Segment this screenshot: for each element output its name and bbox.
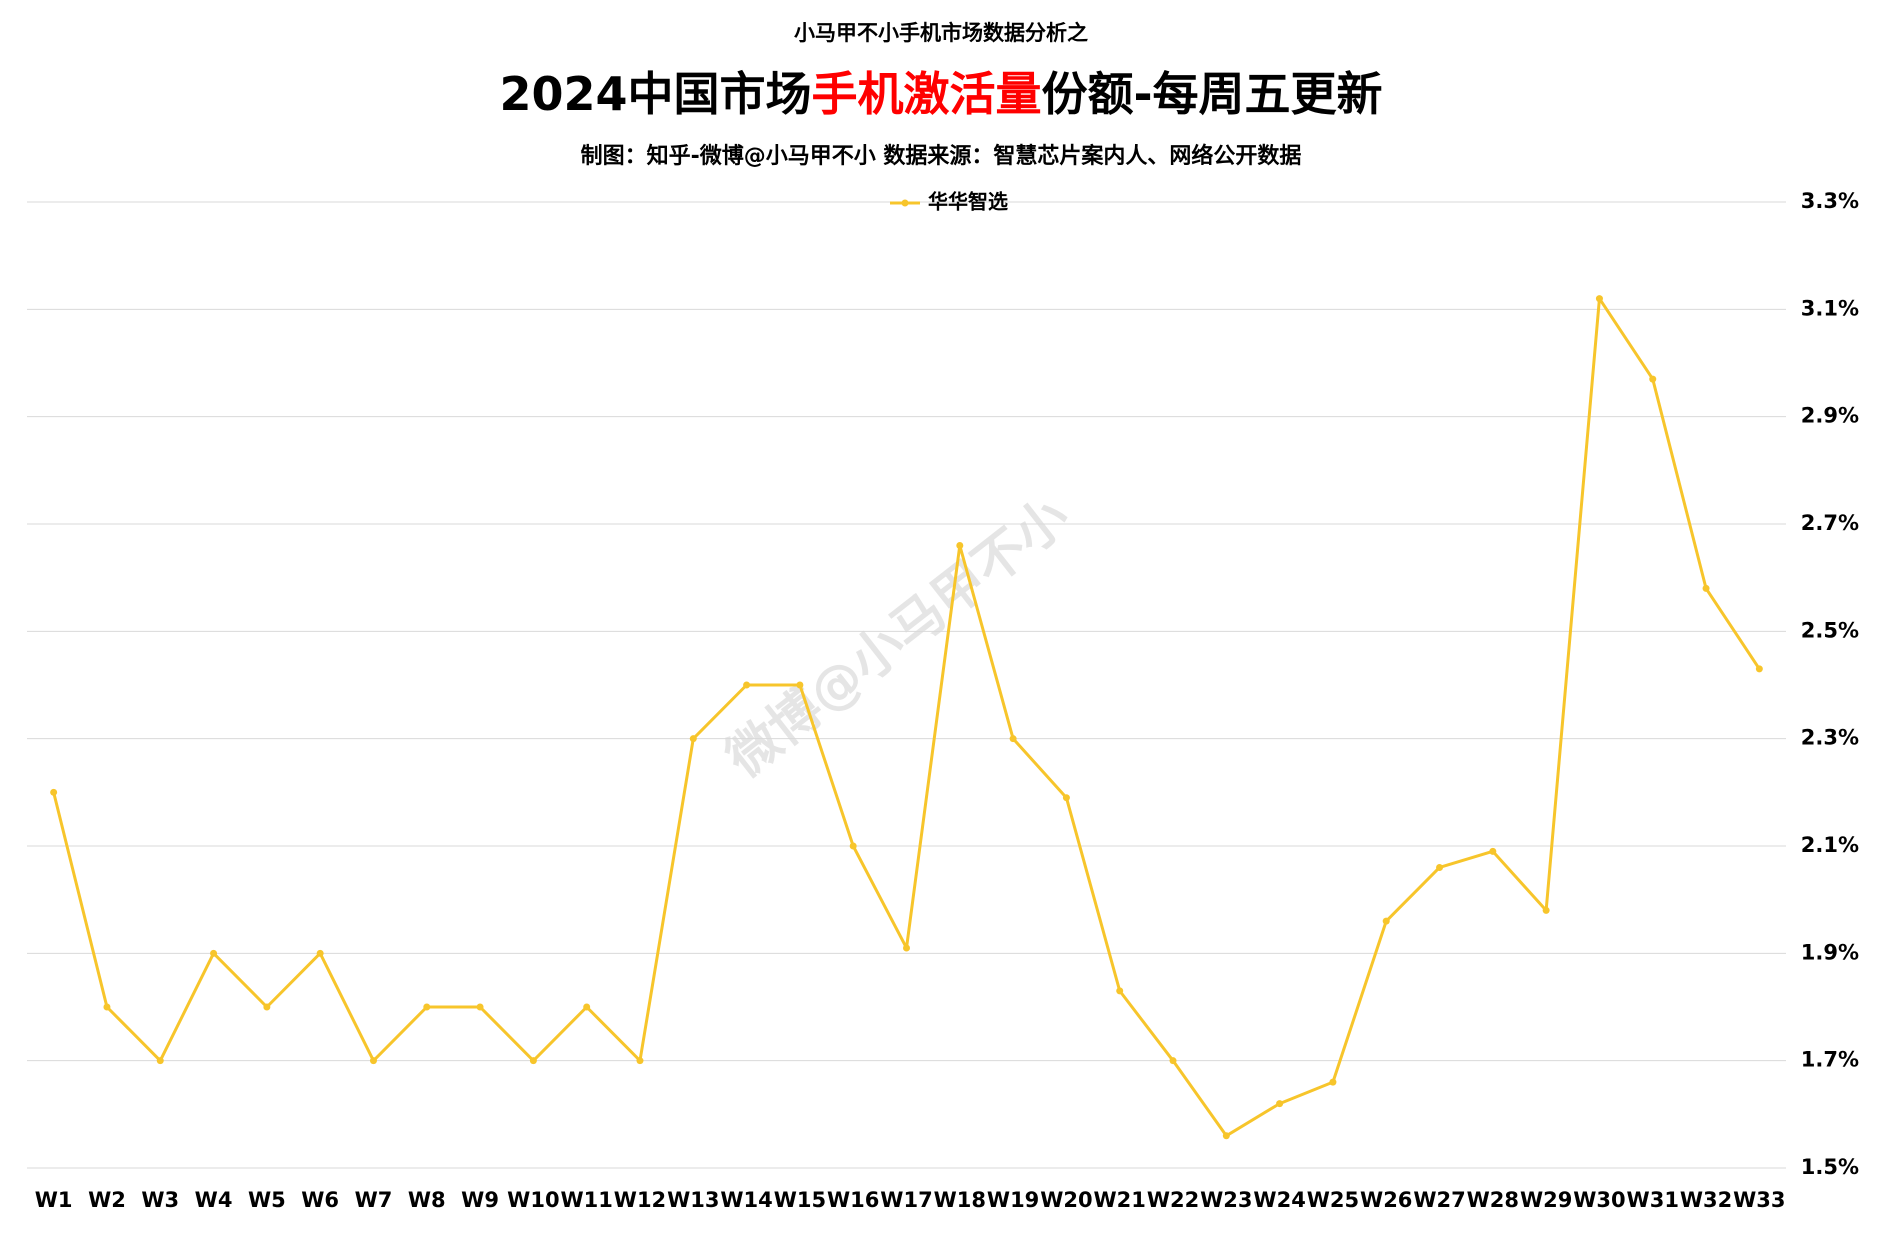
data-point [1542, 906, 1550, 914]
data-point [689, 735, 697, 743]
x-tick-label: W19 [987, 1188, 1039, 1212]
y-tick-label: 3.3% [1801, 189, 1859, 213]
title-part: 2024中国市场 [499, 67, 811, 121]
data-point [636, 1057, 644, 1065]
x-tick-label: W5 [248, 1188, 286, 1212]
y-tick-label: 1.5% [1801, 1155, 1859, 1179]
data-point [1116, 987, 1124, 995]
data-point [1062, 794, 1070, 802]
y-tick-label: 1.7% [1801, 1048, 1859, 1072]
data-point [903, 944, 910, 952]
data-point [1436, 863, 1444, 871]
pretitle: 小马甲不小手机市场数据分析之 [794, 21, 1088, 45]
x-tick-label: W23 [1200, 1188, 1252, 1212]
data-point [743, 681, 751, 689]
data-point [956, 541, 964, 549]
legend-label: 华华智选 [928, 190, 1008, 214]
x-tick-label: W32 [1680, 1188, 1732, 1212]
x-tick-label: W17 [880, 1188, 932, 1212]
x-tick-label: W8 [408, 1188, 446, 1212]
x-tick-label: W7 [355, 1188, 393, 1212]
x-tick-label: W33 [1733, 1188, 1785, 1212]
chart-title: 2024中国市场手机激活量份额-每周五更新 [499, 67, 1382, 121]
data-point [583, 1003, 591, 1011]
data-point [1489, 847, 1497, 855]
x-tick-label: W16 [827, 1188, 879, 1212]
data-point [1702, 584, 1710, 592]
data-point [1169, 1057, 1177, 1065]
x-tick-label: W25 [1307, 1188, 1359, 1212]
data-point [1755, 665, 1763, 673]
x-tick-label: W15 [774, 1188, 826, 1212]
y-tick-label: 3.1% [1801, 296, 1859, 320]
x-tick-label: W13 [667, 1188, 719, 1212]
x-tick-label: W12 [614, 1188, 666, 1212]
data-point [1009, 735, 1017, 743]
x-tick-label: W14 [720, 1188, 772, 1212]
data-point [796, 681, 804, 689]
x-tick-label: W18 [934, 1188, 986, 1212]
x-tick-label: W10 [507, 1188, 559, 1212]
data-point [476, 1003, 484, 1011]
data-point [1329, 1078, 1337, 1086]
data-point [423, 1003, 431, 1011]
x-tick-label: W30 [1573, 1188, 1625, 1212]
x-tick-label: W1 [35, 1188, 73, 1212]
title-part: 手机激活量 [811, 67, 1041, 121]
x-tick-label: W29 [1520, 1188, 1572, 1212]
x-tick-label: W3 [141, 1188, 179, 1212]
x-tick-label: W31 [1627, 1188, 1679, 1212]
x-tick-label: W27 [1413, 1188, 1465, 1212]
data-point [529, 1057, 537, 1065]
y-tick-label: 2.1% [1801, 833, 1859, 857]
data-point [210, 949, 218, 957]
data-point [156, 1057, 164, 1065]
x-tick-label: W2 [88, 1188, 126, 1212]
data-point [1382, 917, 1390, 925]
data-point [50, 788, 58, 796]
x-tick-label: W4 [195, 1188, 233, 1212]
y-tick-label: 1.9% [1801, 940, 1859, 964]
subtitle: 制图：知乎-微博@小马甲不小 数据来源：智慧芯片案内人、网络公开数据 [581, 143, 1302, 169]
x-tick-label: W11 [560, 1188, 612, 1212]
series-line [52, 297, 1761, 1138]
x-tick-label: W21 [1094, 1188, 1146, 1212]
x-tick-label: W9 [461, 1188, 499, 1212]
data-point [1649, 375, 1657, 383]
y-tick-label: 2.3% [1801, 726, 1859, 750]
x-tick-label: W22 [1147, 1188, 1199, 1212]
legend-swatch-dot [901, 199, 909, 207]
x-tick-label: W28 [1467, 1188, 1519, 1212]
data-point [849, 842, 857, 850]
data-point [1222, 1132, 1230, 1140]
x-tick-label: W6 [301, 1188, 339, 1212]
title-part: 份额-每周五更新 [1041, 67, 1382, 121]
x-tick-label: W20 [1040, 1188, 1092, 1212]
data-point [103, 1003, 111, 1011]
x-tick-label: W26 [1360, 1188, 1412, 1212]
watermark: 微博@小马甲不小 [715, 486, 1081, 790]
data-point [263, 1003, 271, 1011]
data-point [316, 949, 324, 957]
y-tick-label: 2.9% [1801, 404, 1859, 428]
data-point [1276, 1100, 1284, 1108]
data-point [1595, 295, 1603, 303]
y-tick-label: 2.5% [1801, 618, 1859, 642]
data-point [369, 1057, 377, 1065]
y-tick-label: 2.7% [1801, 511, 1859, 535]
x-tick-label: W24 [1253, 1188, 1305, 1212]
